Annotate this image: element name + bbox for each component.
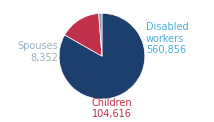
Wedge shape [59, 13, 145, 99]
Text: Children
104,616: Children 104,616 [92, 97, 132, 119]
Wedge shape [99, 13, 102, 56]
Wedge shape [65, 13, 102, 56]
Text: Spouses
8,352: Spouses 8,352 [17, 41, 58, 63]
Text: Disabled
workers
560,856: Disabled workers 560,856 [146, 22, 189, 55]
